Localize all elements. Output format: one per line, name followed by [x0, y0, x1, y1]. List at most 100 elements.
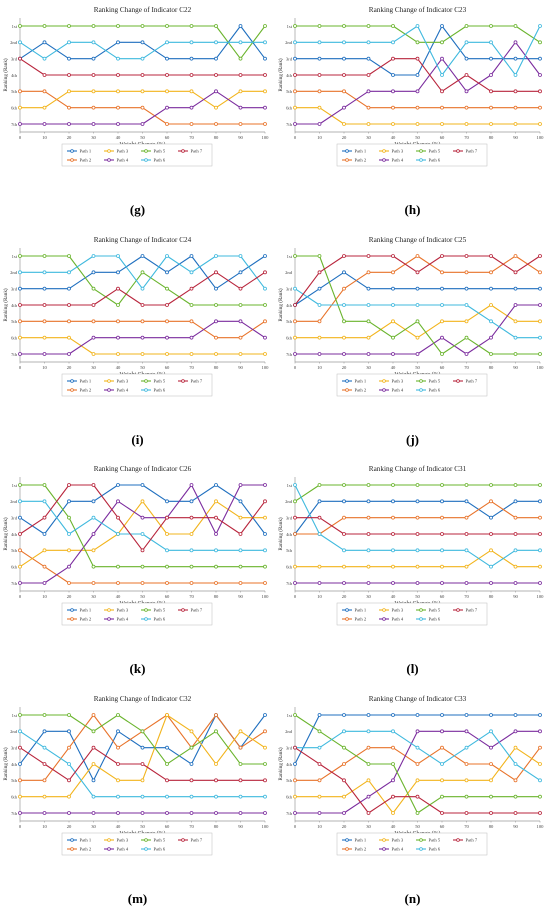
- data-point: [293, 581, 297, 585]
- legend-entry: Path 2: [342, 846, 367, 851]
- data-point: [18, 728, 22, 733]
- data-point: [366, 515, 371, 520]
- x-tick-label: 60: [440, 135, 445, 140]
- data-point: [91, 745, 96, 750]
- legend-entry: Path 3: [379, 837, 404, 842]
- y-tick-label: 1st: [12, 712, 18, 717]
- data-point: [165, 335, 169, 340]
- data-point: [538, 122, 542, 126]
- data-point: [415, 728, 420, 733]
- legend-entry: Path 5: [416, 608, 441, 613]
- legend-box: [61, 143, 213, 167]
- x-tick-label: 80: [489, 135, 494, 140]
- x-tick-label: 70: [464, 824, 469, 829]
- data-point: [116, 794, 120, 799]
- data-point: [214, 581, 218, 585]
- legend-swatch-marker: [419, 149, 423, 153]
- data-point: [366, 40, 371, 45]
- legend-label: Path 2: [80, 617, 92, 622]
- panel-letter: (g): [129, 202, 146, 217]
- legend-swatch-marker: [144, 617, 148, 621]
- x-tick-label: 50: [415, 824, 420, 829]
- legend-entry: Path 4: [104, 387, 129, 392]
- legend-label: Path 7: [466, 378, 478, 383]
- data-point: [538, 351, 542, 356]
- x-tick-label: 0: [294, 365, 297, 370]
- data-point: [513, 105, 518, 110]
- data-point: [489, 548, 493, 553]
- data-point: [440, 351, 444, 356]
- y-tick-label: 4th: [11, 73, 18, 78]
- y-tick-label: 3rd: [286, 745, 293, 750]
- data-point: [116, 253, 120, 258]
- data-point: [116, 581, 120, 585]
- data-point: [366, 253, 371, 258]
- y-tick-label: 5th: [286, 319, 293, 324]
- series-path-2: [293, 89, 542, 110]
- legend-entry: Path 2: [67, 158, 92, 163]
- data-point: [366, 499, 371, 504]
- data-point: [366, 122, 371, 126]
- data-point: [263, 515, 267, 520]
- data-point: [489, 335, 493, 340]
- data-point: [263, 810, 267, 815]
- data-point: [293, 777, 297, 782]
- series-line: [19, 41, 265, 60]
- legend-box: [61, 373, 213, 396]
- data-point: [317, 56, 322, 61]
- legend-label: Path 2: [355, 158, 367, 163]
- data-point: [513, 532, 518, 536]
- y-tick-label: 4th: [11, 532, 18, 537]
- data-point: [42, 335, 47, 340]
- data-point: [238, 269, 243, 274]
- data-point: [263, 532, 267, 536]
- x-tick-label: 80: [214, 135, 219, 140]
- data-point: [42, 483, 47, 487]
- data-point: [440, 777, 444, 782]
- data-point: [440, 269, 444, 274]
- data-point: [513, 745, 518, 750]
- data-point: [415, 73, 420, 77]
- data-point: [464, 73, 469, 77]
- data-point: [538, 105, 542, 110]
- x-tick-label: 30: [91, 365, 96, 370]
- data-point: [140, 122, 145, 126]
- series-path-1: [293, 269, 542, 307]
- data-point: [366, 335, 371, 340]
- x-tick-label: 100: [537, 135, 545, 140]
- data-point: [440, 483, 444, 487]
- legend-label: Path 1: [355, 149, 367, 154]
- y-tick-label: 6th: [286, 335, 293, 340]
- data-point: [317, 318, 322, 323]
- data-point: [366, 532, 371, 536]
- data-point: [165, 351, 169, 356]
- x-tick-label: 10: [317, 594, 322, 599]
- legend-label: Path 6: [429, 617, 441, 622]
- data-point: [42, 318, 47, 323]
- data-point: [513, 777, 518, 782]
- data-point: [91, 532, 96, 536]
- x-tick-label: 50: [140, 594, 145, 599]
- y-tick-label: 2nd: [285, 40, 293, 45]
- data-point: [391, 269, 395, 274]
- data-point: [263, 335, 267, 340]
- data-point: [140, 318, 145, 323]
- series-path-3: [293, 745, 542, 815]
- y-axis-label: Ranking (Rank): [277, 58, 284, 92]
- legend-swatch-marker: [70, 149, 74, 153]
- legend-box: [61, 832, 213, 855]
- x-tick-label: 90: [238, 365, 243, 370]
- legend-swatch-marker: [144, 158, 148, 162]
- data-point: [140, 269, 145, 274]
- series-path-7: [293, 515, 542, 536]
- series-line: [20, 713, 265, 765]
- data-point: [263, 761, 267, 766]
- data-point: [18, 302, 22, 307]
- data-point: [513, 89, 518, 94]
- data-point: [67, 515, 71, 520]
- data-point: [513, 286, 518, 291]
- legend-label: Path 7: [191, 149, 203, 154]
- y-tick-label: 1st: [287, 483, 293, 488]
- legend-swatch-marker: [144, 378, 148, 383]
- data-point: [366, 810, 371, 815]
